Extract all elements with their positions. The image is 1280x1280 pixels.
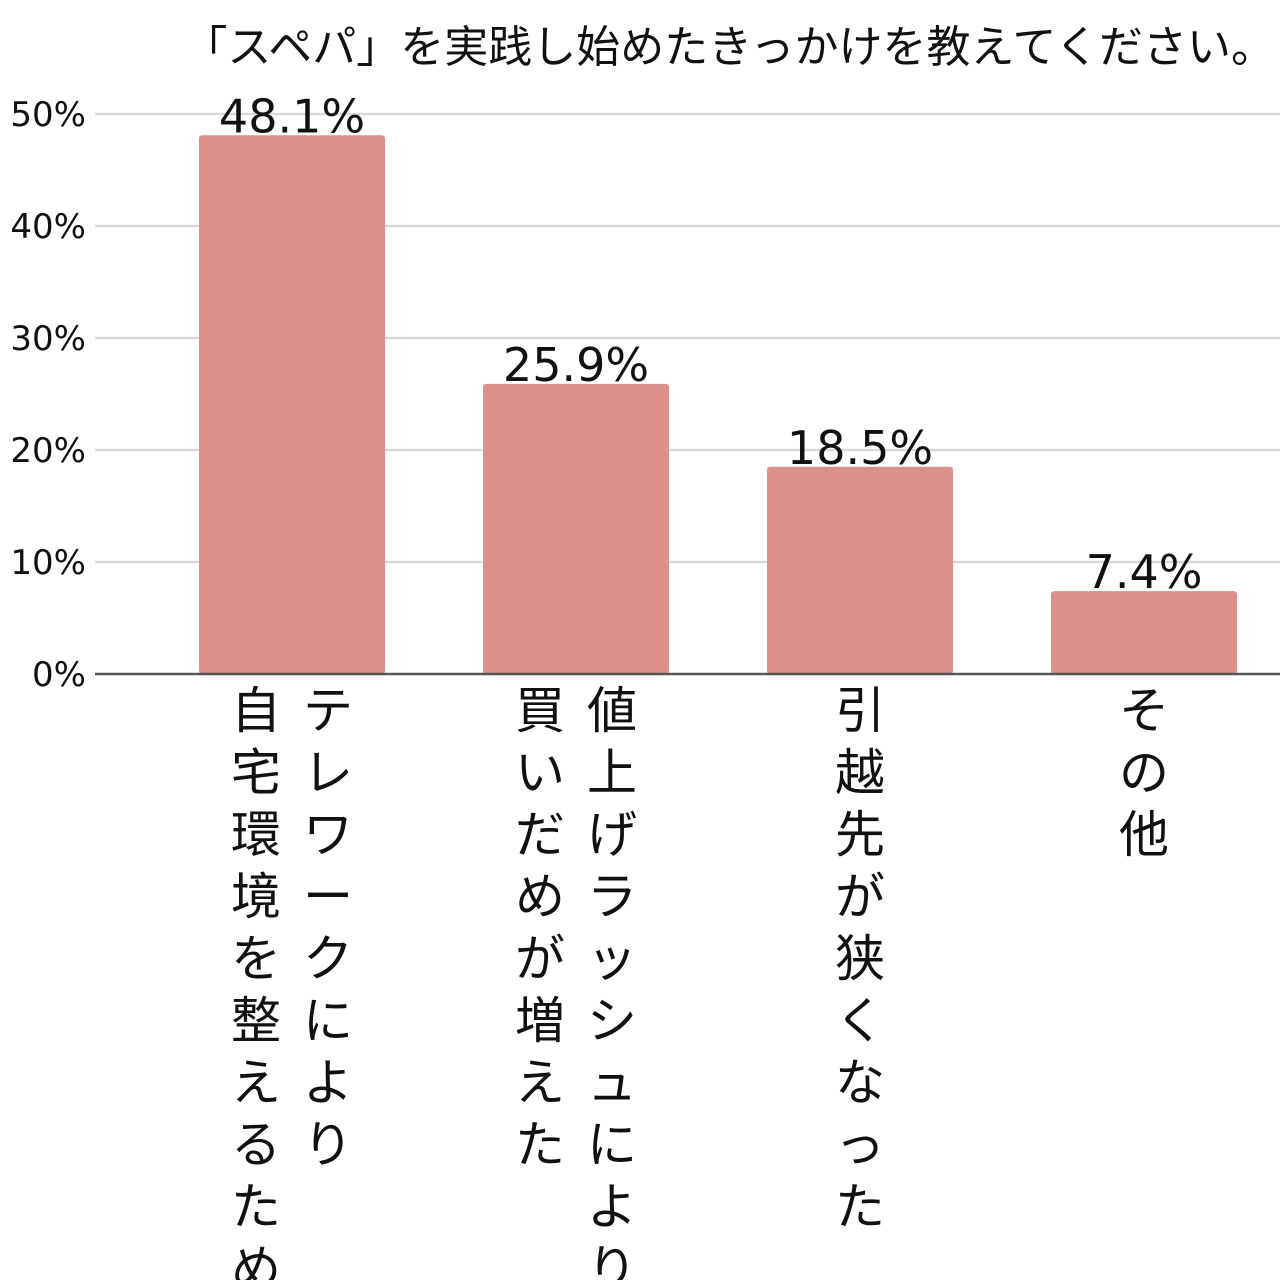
bar: [767, 466, 953, 674]
category-label: テレワークにより: [303, 682, 353, 1174]
chart-title: 「スペパ」を実践し始めたきっかけを教えてください。: [183, 22, 1275, 73]
y-tick-label: 30%: [10, 319, 86, 359]
bar-data-label: 18.5%: [787, 421, 933, 475]
bars: [199, 135, 1237, 674]
bar-data-label: 48.1%: [219, 89, 365, 143]
category-label: 買いだめが増えた: [515, 682, 565, 1174]
y-tick-label: 40%: [10, 207, 86, 247]
bar-data-label: 25.9%: [503, 338, 649, 392]
y-tick-label: 20%: [10, 431, 86, 471]
category-label: 値上げラッシュにより: [587, 682, 637, 1280]
y-tick-label: 50%: [10, 95, 86, 135]
data-labels: 48.1% 25.9% 18.5% 7.4%: [219, 89, 1203, 599]
y-tick-label: 10%: [10, 543, 86, 583]
category-label: 自宅環境を整えるため: [231, 682, 281, 1280]
y-tick-label: 0%: [32, 655, 86, 695]
bar: [483, 383, 669, 674]
bar-data-label: 7.4%: [1086, 545, 1203, 599]
category-label: 引越先が狭くなった: [835, 682, 885, 1236]
bar: [1051, 591, 1237, 674]
y-axis: 0% 10% 20% 30% 40% 50%: [10, 95, 86, 695]
category-label: その他: [1119, 682, 1169, 864]
bar: [199, 135, 385, 674]
